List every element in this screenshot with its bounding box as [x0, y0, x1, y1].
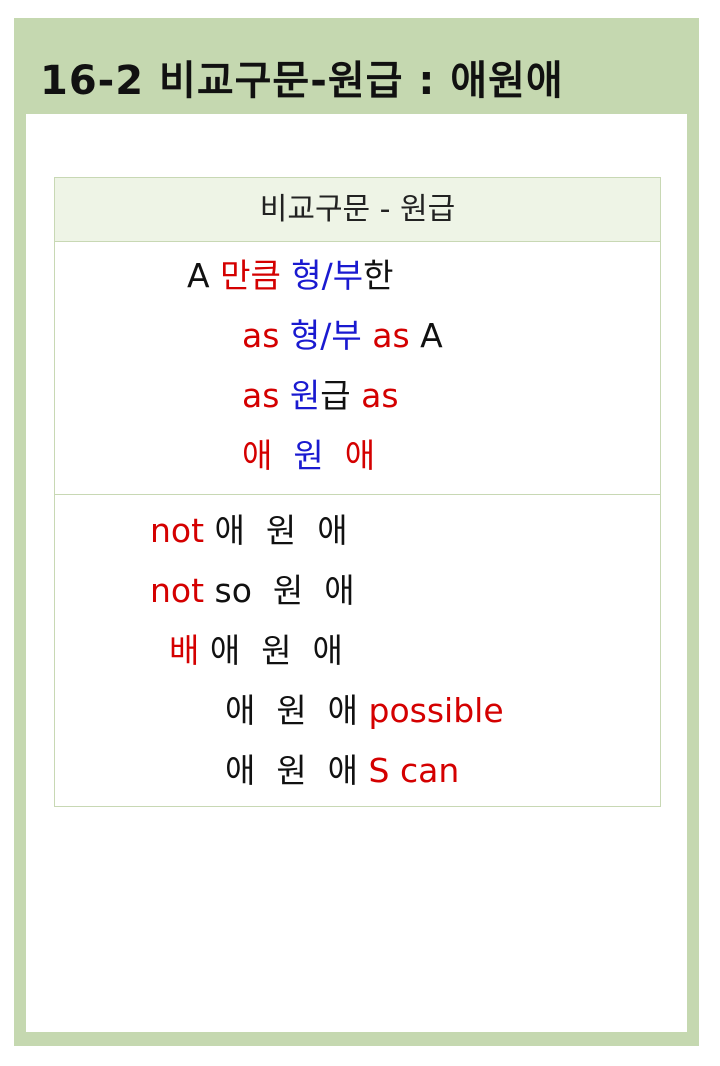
row-segment: as — [242, 376, 290, 415]
table-row: 애 원 애 possible — [225, 691, 504, 731]
table-row: not so 원 애 — [150, 571, 355, 611]
row-segment: 애 원 애 — [225, 691, 369, 730]
row-segment: S can — [368, 751, 460, 790]
row-segment: 형/부 — [289, 316, 373, 355]
row-segment: 한 — [363, 256, 394, 295]
table-row: 애 원 애 — [242, 436, 375, 476]
row-segment: so 원 애 — [214, 571, 355, 610]
page-frame: 16-2 비교구문-원급 : 애원애 비교구문 - 원급 A 만큼 형/부한 a… — [14, 18, 699, 1046]
content-panel: 비교구문 - 원급 A 만큼 형/부한 as 형/부 as A as 원급 as… — [26, 114, 687, 1032]
table-row: A 만큼 형/부한 — [187, 256, 394, 296]
row-segment: 애 원 애 — [214, 511, 348, 550]
row-segment: 애 원 애 — [225, 751, 369, 790]
table-row: 배 애 원 애 — [169, 631, 343, 671]
row-segment: 원 — [293, 436, 345, 475]
grammar-table: 비교구문 - 원급 A 만큼 형/부한 as 형/부 as A as 원급 as… — [54, 177, 661, 807]
table-row: not 애 원 애 — [150, 511, 348, 551]
table-row: 애 원 애 S can — [225, 751, 459, 791]
row-segment: A — [187, 256, 221, 295]
table-row: as 형/부 as A — [242, 316, 443, 356]
row-segment: A — [420, 316, 443, 355]
table-section-basic: A 만큼 형/부한 as 형/부 as A as 원급 as 애 원 애 — [55, 242, 660, 495]
table-row: as 원급 as — [242, 376, 399, 416]
row-segment: 애 원 애 — [209, 631, 343, 670]
row-segment: as — [361, 376, 399, 415]
row-segment: not — [150, 571, 215, 610]
table-header: 비교구문 - 원급 — [55, 178, 660, 242]
row-segment: 배 — [169, 631, 210, 670]
table-section-variations: not 애 원 애 not so 원 애 배 애 원 애 애 원 애 possi… — [55, 495, 660, 807]
row-segment: 만큼 — [220, 256, 292, 295]
row-segment: 애 — [344, 436, 376, 475]
row-segment: not — [150, 511, 215, 550]
page-title: 16-2 비교구문-원급 : 애원애 — [40, 58, 564, 104]
row-segment: as — [372, 316, 421, 355]
row-segment: 원 — [289, 376, 321, 415]
row-segment: 급 — [320, 376, 362, 415]
row-segment: possible — [368, 691, 504, 730]
row-segment: 형/부 — [291, 256, 364, 295]
row-segment: as — [242, 316, 290, 355]
row-segment: 애 — [242, 436, 294, 475]
